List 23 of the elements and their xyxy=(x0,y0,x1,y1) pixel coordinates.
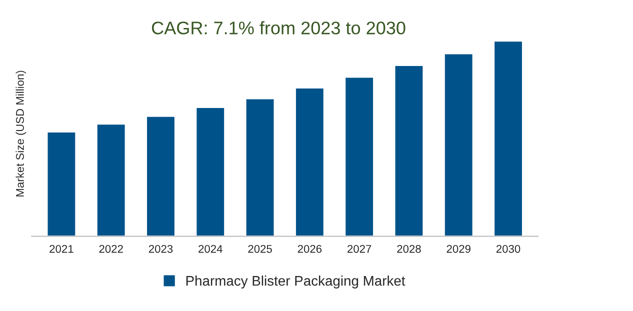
bar xyxy=(146,115,176,236)
bar xyxy=(195,106,226,236)
legend-label: Pharmacy Blister Packaging Market xyxy=(186,276,406,288)
x-tick-label: 2026 xyxy=(298,244,322,253)
x-tick-label: 2030 xyxy=(496,244,520,253)
x-tick-label: 2022 xyxy=(99,244,123,253)
y-axis-title: Market Size (USD Million) xyxy=(16,70,26,196)
x-tick-label: 2027 xyxy=(348,244,372,253)
bar xyxy=(46,131,77,236)
x-tick-label: 2028 xyxy=(397,244,421,253)
bar xyxy=(493,40,524,236)
bar xyxy=(344,76,374,236)
bar xyxy=(244,98,276,236)
x-tick-label: 2021 xyxy=(50,244,74,253)
bar xyxy=(96,123,126,236)
bar xyxy=(444,52,474,236)
bar xyxy=(294,87,325,236)
x-tick-label: 2024 xyxy=(198,244,222,253)
x-tick-label: 2029 xyxy=(446,244,470,253)
x-tick-label: 2023 xyxy=(148,244,173,253)
bar xyxy=(394,64,424,236)
chart-title: CAGR: 7.1% from 2023 to 2030 xyxy=(152,21,406,34)
x-tick-label: 2025 xyxy=(248,244,272,253)
